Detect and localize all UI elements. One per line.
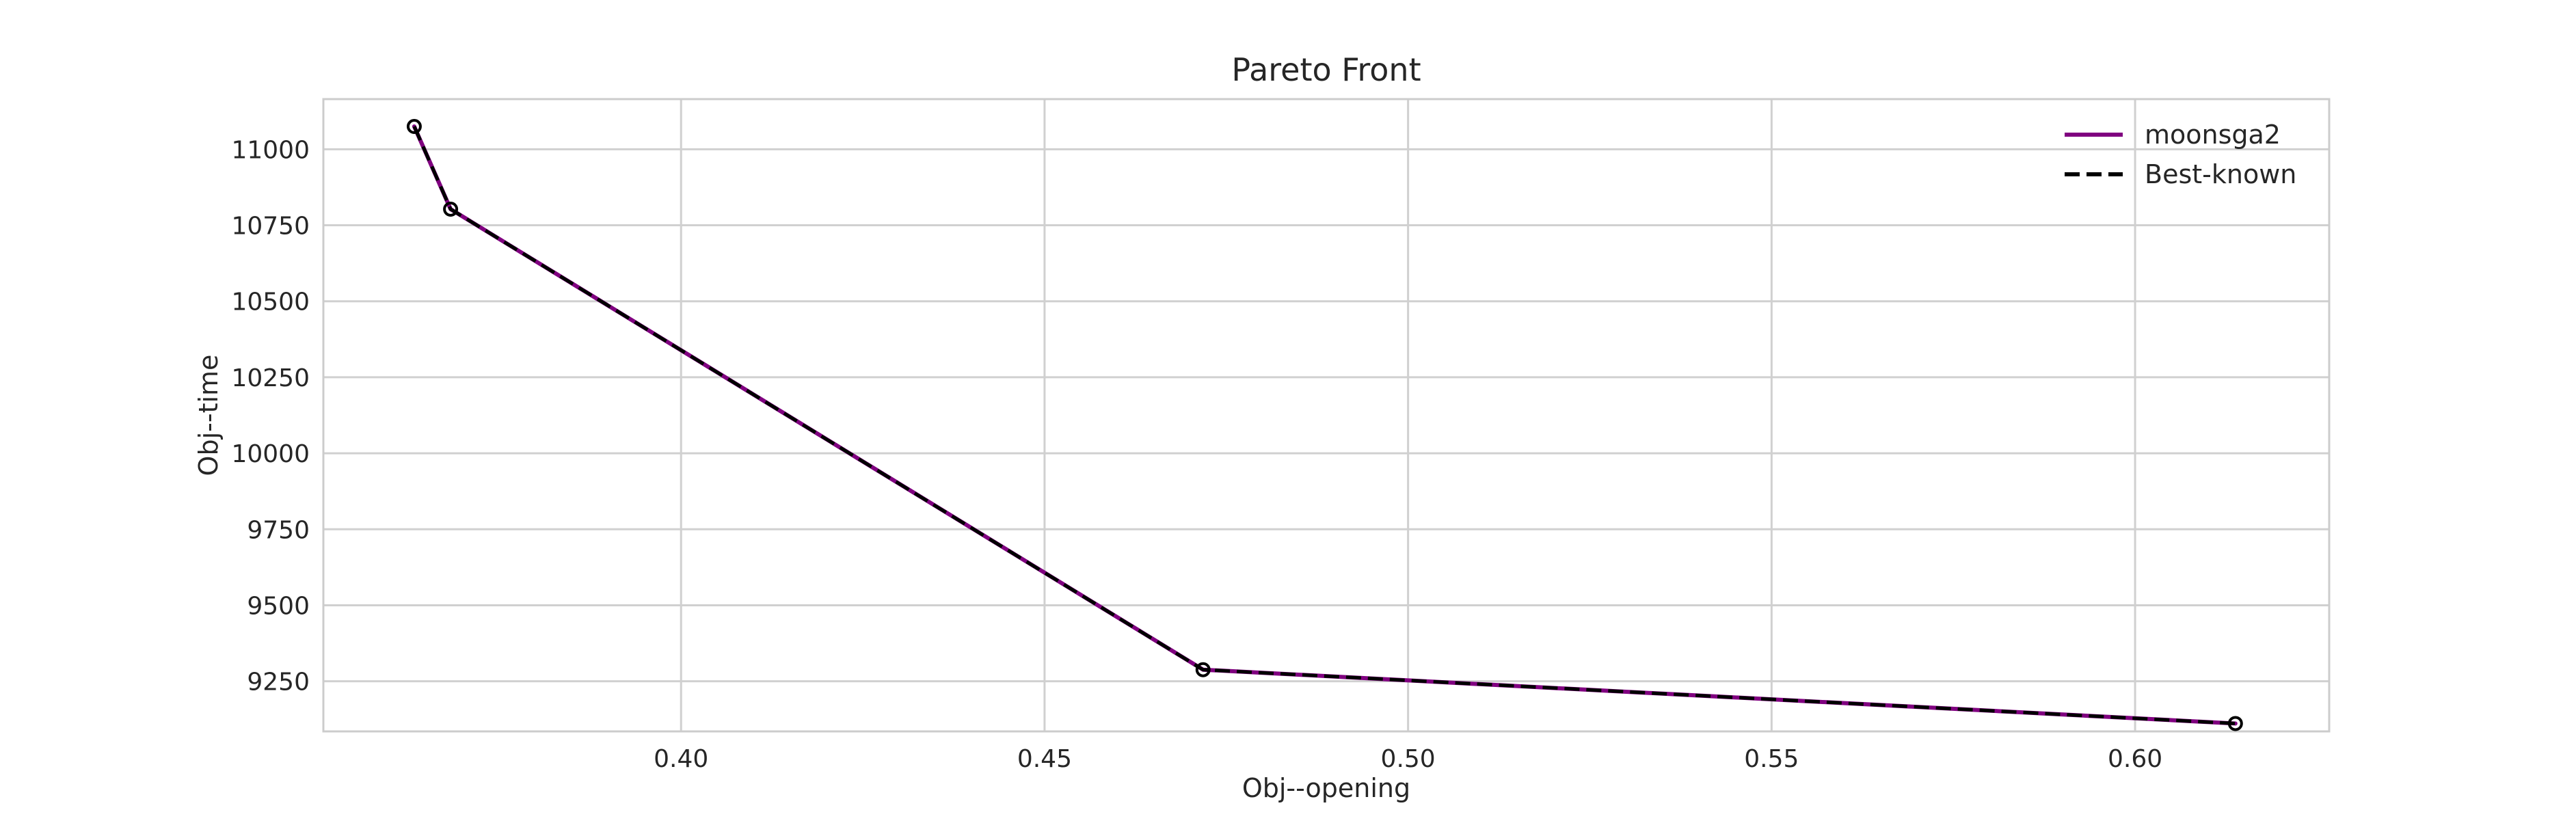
legend-label-moonsga2: moonsga2 bbox=[2145, 120, 2281, 150]
y-tick-label: 10250 bbox=[231, 364, 310, 392]
series-line-best-known bbox=[412, 126, 2236, 725]
data-point-marker bbox=[443, 201, 459, 217]
grid-layer bbox=[323, 99, 2329, 731]
series-layer bbox=[412, 124, 2238, 726]
marker-layer bbox=[406, 119, 2243, 731]
data-point-marker bbox=[2227, 716, 2243, 731]
y-tick-label: 9250 bbox=[247, 669, 310, 697]
y-tick-label: 11000 bbox=[231, 136, 310, 164]
y-tick-label: 9750 bbox=[247, 516, 310, 544]
chart-title: Pareto Front bbox=[1231, 51, 1421, 88]
y-axis-label: Obj--time bbox=[193, 355, 224, 476]
plot-area-frame bbox=[322, 98, 2331, 733]
x-tick-label: 0.40 bbox=[654, 745, 708, 773]
y-tick-label: 9500 bbox=[247, 592, 310, 620]
x-tick-label: 0.55 bbox=[1744, 745, 1799, 773]
x-axis-label: Obj--opening bbox=[1242, 773, 1410, 803]
data-point-marker bbox=[406, 119, 422, 135]
x-tick-label: 0.50 bbox=[1381, 745, 1436, 773]
legend: moonsga2 Best-known bbox=[2065, 120, 2296, 189]
series-line-moonsga2 bbox=[412, 124, 2238, 726]
data-point-marker bbox=[1195, 662, 1211, 677]
x-tick-label: 0.45 bbox=[1017, 745, 1072, 773]
x-tick-label: 0.60 bbox=[2108, 745, 2162, 773]
tick-label-layer: 0.40 0.45 0.50 0.55 0.60 9250 9500 9750 10000 102… bbox=[231, 136, 2162, 773]
y-tick-label: 10750 bbox=[231, 213, 310, 241]
legend-label-best-known: Best-known bbox=[2145, 159, 2296, 189]
y-tick-label: 10000 bbox=[231, 440, 310, 468]
y-tick-label: 10500 bbox=[231, 288, 310, 316]
